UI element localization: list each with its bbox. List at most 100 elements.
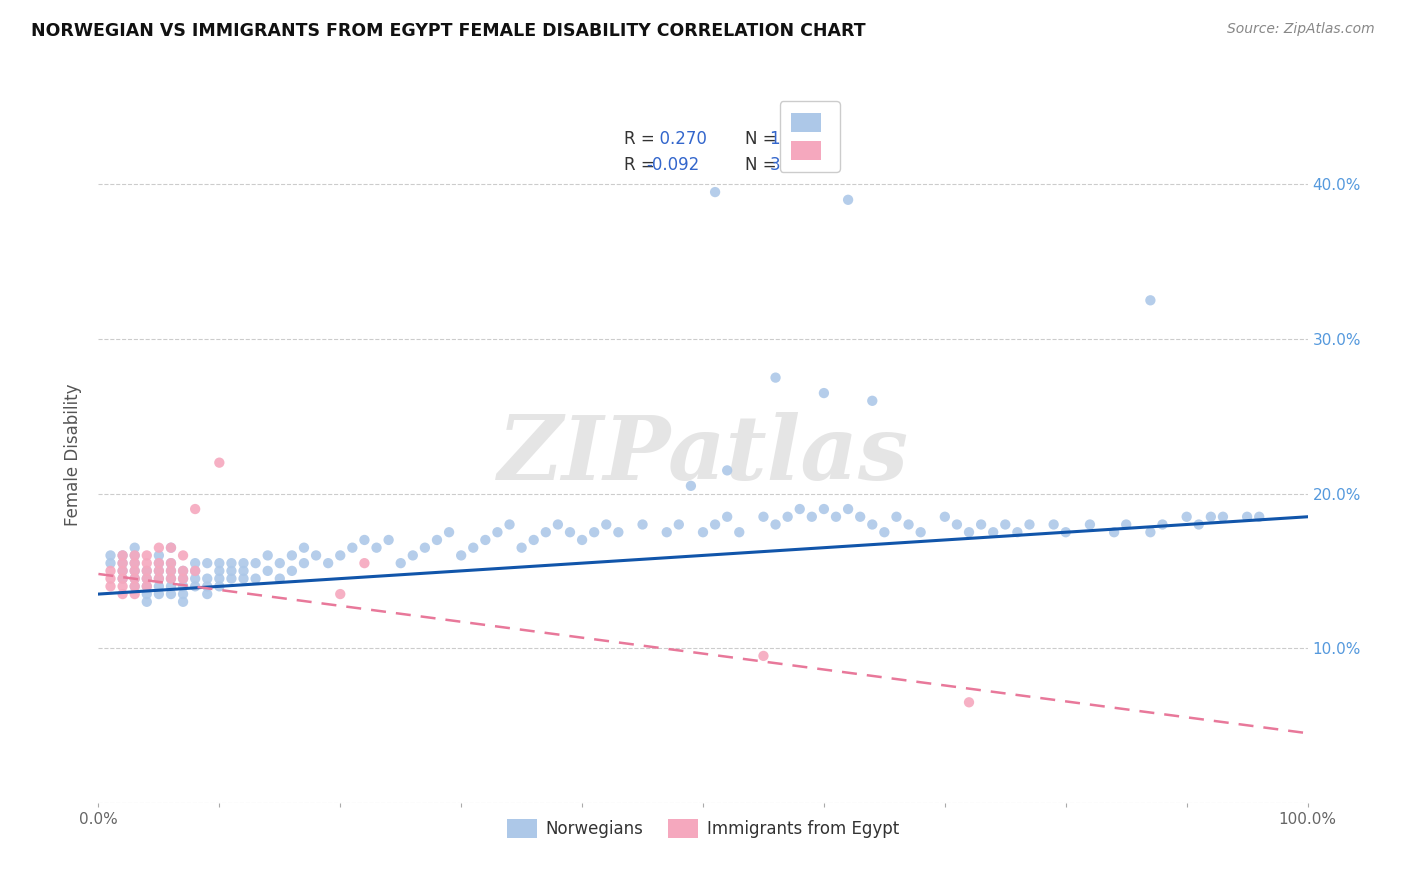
Point xyxy=(886,509,908,524)
Point xyxy=(1007,525,1029,540)
Point xyxy=(752,509,775,524)
Point xyxy=(124,564,146,578)
Point xyxy=(765,370,787,384)
Text: 38: 38 xyxy=(769,156,790,174)
Point xyxy=(765,517,787,532)
Point xyxy=(111,587,134,601)
Point xyxy=(402,549,425,563)
Point xyxy=(534,525,557,540)
Point xyxy=(957,525,980,540)
Point xyxy=(571,533,593,547)
Point xyxy=(111,564,134,578)
Point xyxy=(704,517,727,532)
Point xyxy=(510,541,533,555)
Point xyxy=(184,564,207,578)
Point xyxy=(910,525,932,540)
Point xyxy=(716,463,738,477)
Text: N =: N = xyxy=(745,156,778,174)
Point xyxy=(160,572,183,586)
Point xyxy=(934,509,956,524)
Point xyxy=(426,533,449,547)
Point xyxy=(547,517,569,532)
Point xyxy=(124,564,146,578)
Point xyxy=(256,549,278,563)
Point xyxy=(135,556,157,570)
Point xyxy=(946,517,969,532)
Point xyxy=(474,533,496,547)
Point xyxy=(1249,509,1271,524)
Point xyxy=(269,572,291,586)
Point xyxy=(160,579,183,593)
Point xyxy=(595,517,617,532)
Point xyxy=(221,572,243,586)
Text: R =: R = xyxy=(624,130,655,148)
Point xyxy=(221,564,243,578)
Point xyxy=(1078,517,1101,532)
Point xyxy=(195,587,218,601)
Point xyxy=(160,556,183,570)
Point xyxy=(124,556,146,570)
Point xyxy=(1188,517,1211,532)
Point xyxy=(316,556,339,570)
Text: 138: 138 xyxy=(769,130,801,148)
Point xyxy=(957,695,980,709)
Point xyxy=(124,549,146,563)
Point xyxy=(148,556,170,570)
Point xyxy=(135,564,157,578)
Point xyxy=(148,572,170,586)
Point xyxy=(1152,517,1174,532)
Point xyxy=(124,579,146,593)
Point xyxy=(148,579,170,593)
Point xyxy=(135,572,157,586)
Point xyxy=(135,579,157,593)
Point xyxy=(292,541,315,555)
Point xyxy=(970,517,993,532)
Point xyxy=(172,579,194,593)
Point xyxy=(100,549,122,563)
Point xyxy=(1139,293,1161,308)
Point xyxy=(269,556,291,570)
Point xyxy=(486,525,509,540)
Point xyxy=(111,556,134,570)
Point xyxy=(184,556,207,570)
Point xyxy=(245,556,267,570)
Point xyxy=(813,386,835,401)
Point xyxy=(160,587,183,601)
Point xyxy=(437,525,460,540)
Point xyxy=(813,502,835,516)
Point xyxy=(160,541,183,555)
Point xyxy=(111,564,134,578)
Point xyxy=(124,572,146,586)
Text: Source: ZipAtlas.com: Source: ZipAtlas.com xyxy=(1227,22,1375,37)
Point xyxy=(1115,517,1137,532)
Point xyxy=(1212,509,1234,524)
Point xyxy=(245,572,267,586)
Point xyxy=(897,517,920,532)
Point xyxy=(463,541,485,555)
Point xyxy=(172,564,194,578)
Point xyxy=(789,502,811,516)
Point xyxy=(124,549,146,563)
Point xyxy=(172,595,194,609)
Point xyxy=(329,549,352,563)
Point xyxy=(377,533,399,547)
Point xyxy=(135,549,157,563)
Point xyxy=(281,549,304,563)
Point xyxy=(837,193,859,207)
Text: NORWEGIAN VS IMMIGRANTS FROM EGYPT FEMALE DISABILITY CORRELATION CHART: NORWEGIAN VS IMMIGRANTS FROM EGYPT FEMAL… xyxy=(31,22,866,40)
Point xyxy=(195,556,218,570)
Point xyxy=(523,533,546,547)
Point xyxy=(111,572,134,586)
Point xyxy=(366,541,388,555)
Text: ZIPatlas: ZIPatlas xyxy=(498,412,908,498)
Point xyxy=(692,525,714,540)
Point xyxy=(184,579,207,593)
Point xyxy=(135,579,157,593)
Point xyxy=(208,572,231,586)
Point xyxy=(607,525,630,540)
Point xyxy=(655,525,678,540)
Point xyxy=(172,564,194,578)
Point xyxy=(111,549,134,563)
Point xyxy=(195,579,218,593)
Point xyxy=(160,572,183,586)
